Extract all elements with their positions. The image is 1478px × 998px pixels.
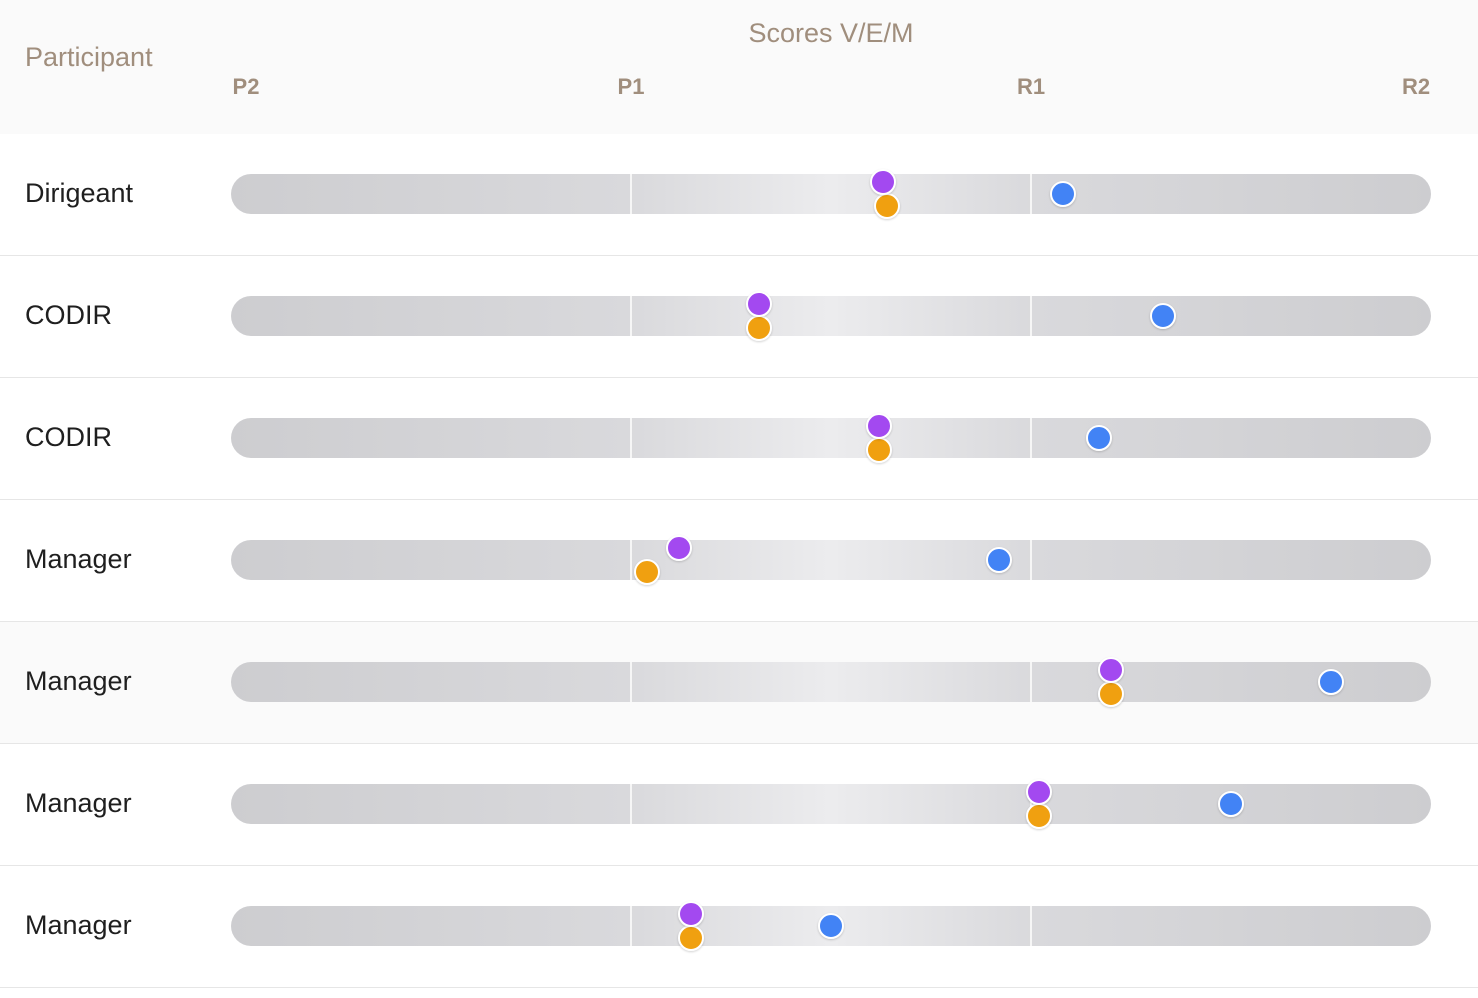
- x-tick-label-p2: P2: [232, 74, 260, 99]
- track-divider: [1030, 662, 1032, 702]
- score-track: [231, 535, 1431, 585]
- score-dot-violet: [678, 901, 704, 927]
- x-tick-label-r1: R1: [1016, 74, 1046, 99]
- participant-label: Dirigeant: [25, 178, 134, 208]
- participant-label: CODIR: [25, 300, 112, 330]
- participant-row: Manager: [0, 866, 1478, 988]
- track-divider: [1030, 296, 1032, 336]
- track-divider: [630, 296, 632, 336]
- track-divider: [1030, 418, 1032, 458]
- participant-label: Manager: [25, 544, 132, 574]
- score-track: [231, 657, 1431, 707]
- participant-column-header: Participant: [25, 42, 153, 72]
- track-divider: [1030, 174, 1032, 214]
- score-dot-violet: [1098, 657, 1124, 683]
- participant-label: Manager: [25, 788, 132, 818]
- score-track: [231, 413, 1431, 463]
- track-divider: [630, 662, 632, 702]
- score-track: [231, 779, 1431, 829]
- participant-label: CODIR: [25, 422, 112, 452]
- score-dot-violet: [746, 291, 772, 317]
- score-dot-orange: [634, 559, 660, 585]
- score-dot-orange: [866, 437, 892, 463]
- track-divider: [630, 906, 632, 946]
- track-divider: [630, 784, 632, 824]
- score-dot-orange: [1098, 681, 1124, 707]
- score-dot-blue: [1050, 181, 1076, 207]
- score-dot-violet: [866, 413, 892, 439]
- score-dot-violet: [1026, 779, 1052, 805]
- score-dot-orange: [746, 315, 772, 341]
- score-dot-blue: [1150, 303, 1176, 329]
- track-divider: [1030, 784, 1032, 824]
- x-tick-label-p1: P1: [617, 74, 645, 99]
- x-tick-label-r2: R2: [1401, 74, 1431, 99]
- score-dot-blue: [1218, 791, 1244, 817]
- track-divider: [630, 418, 632, 458]
- track-divider: [630, 540, 632, 580]
- score-dot-blue: [986, 547, 1012, 573]
- score-dot-blue: [1086, 425, 1112, 451]
- score-track: [231, 901, 1431, 951]
- participant-row: Manager: [0, 622, 1478, 744]
- track-divider: [1030, 540, 1032, 580]
- score-dot-violet: [666, 535, 692, 561]
- score-track: [231, 291, 1431, 341]
- score-dot-blue: [818, 913, 844, 939]
- participant-label: Manager: [25, 910, 132, 940]
- score-dot-blue: [1318, 669, 1344, 695]
- track-divider: [630, 174, 632, 214]
- scores-column-header: Scores V/E/M: [748, 18, 914, 48]
- participant-row: Manager: [0, 500, 1478, 622]
- participant-row: CODIR: [0, 378, 1478, 500]
- participant-row: Manager: [0, 744, 1478, 866]
- score-dot-violet: [870, 169, 896, 195]
- chart-header: Participant Scores V/E/M P2 P1 R1 R2: [0, 0, 1478, 134]
- score-dot-orange: [1026, 803, 1052, 829]
- participant-row: Dirigeant: [0, 134, 1478, 256]
- participant-label: Manager: [25, 666, 132, 696]
- score-dot-orange: [678, 925, 704, 951]
- participant-row: CODIR: [0, 256, 1478, 378]
- score-dot-orange: [874, 193, 900, 219]
- track-divider: [1030, 906, 1032, 946]
- score-track: [231, 169, 1431, 219]
